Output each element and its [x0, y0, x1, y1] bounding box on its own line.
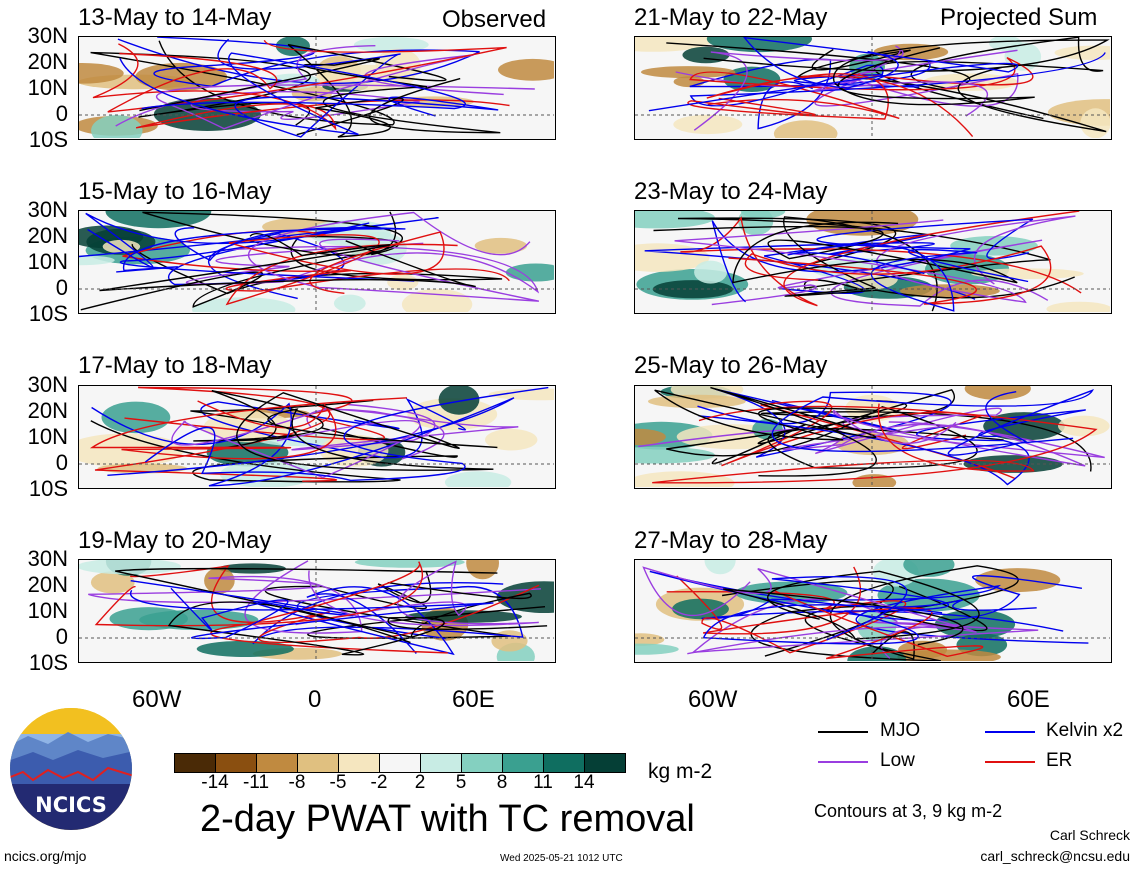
lat-label: 0	[55, 101, 68, 126]
lat-label: 30N	[27, 546, 68, 571]
panel-title: 27-May to 28-May	[634, 527, 828, 554]
colorbar-box	[338, 753, 380, 773]
panel-title: 15-May to 16-May	[78, 178, 272, 205]
legend-label-low: Low	[880, 750, 915, 771]
map-panel	[634, 210, 1112, 314]
lat-label: 20N	[27, 398, 68, 423]
lat-label: 30N	[27, 372, 68, 397]
lat-label: 10N	[27, 598, 68, 623]
lon-label-60e-left: 60E	[452, 686, 495, 713]
legend-label-er: ER	[1046, 750, 1073, 771]
colorbar-box	[215, 753, 257, 773]
logo-text: NCICS	[35, 793, 107, 817]
map-panel	[78, 559, 556, 663]
map-panel	[78, 36, 556, 140]
panel-tag: Projected Sum	[940, 4, 1098, 31]
map-field	[79, 386, 554, 487]
colorbar-label: 2	[414, 772, 426, 793]
ncics-logo: NCICS	[8, 706, 134, 832]
legend-swatch-low	[818, 761, 868, 763]
lat-label: 10S	[28, 127, 68, 152]
lat-label: 10N	[27, 249, 68, 274]
legend-swatch-mjo	[818, 731, 868, 733]
legend-swatch-er	[985, 761, 1035, 763]
colorbar-label: -11	[242, 772, 270, 793]
colorbar-label: -14	[201, 772, 229, 793]
panel-title: 21-May to 22-May	[634, 4, 828, 31]
panel-title: 25-May to 26-May	[634, 352, 828, 379]
lat-label: 10S	[28, 650, 68, 675]
map-panel	[634, 559, 1112, 663]
colorbar-box	[297, 753, 339, 773]
footer-url[interactable]: ncics.org/mjo	[4, 848, 87, 864]
map-field	[635, 560, 1110, 661]
colorbar-box	[543, 753, 585, 773]
colorbar-label: 14	[573, 772, 595, 793]
colorbar-box	[584, 753, 626, 773]
map-panel	[634, 36, 1112, 140]
lat-label: 10N	[27, 75, 68, 100]
colorbar-box	[256, 753, 298, 773]
legend-swatch-kelvin	[985, 731, 1035, 733]
lon-label-60e-right: 60E	[1007, 686, 1050, 713]
lon-label-0-right: 0	[864, 686, 878, 713]
colorbar-label: -2	[370, 772, 388, 793]
colorbar-label: 5	[455, 772, 467, 793]
lon-label-60w-right: 60W	[688, 686, 738, 713]
colorbar-label: 8	[496, 772, 508, 793]
colorbar-box	[379, 753, 421, 773]
map-panel	[78, 385, 556, 489]
panel-title: 19-May to 20-May	[78, 527, 272, 554]
lat-label: 0	[55, 450, 68, 475]
lat-label: 0	[55, 275, 68, 300]
map-field	[635, 386, 1110, 487]
map-panel	[78, 210, 556, 314]
panel-title: 17-May to 18-May	[78, 352, 272, 379]
map-panel	[634, 385, 1112, 489]
colorbar-box	[502, 753, 544, 773]
main-title: 2-day PWAT with TC removal	[200, 798, 695, 840]
lon-label-0-left: 0	[308, 686, 322, 713]
colorbar-box	[420, 753, 462, 773]
lat-label: 10S	[28, 301, 68, 326]
lat-label: 10S	[28, 476, 68, 501]
lat-label: 20N	[27, 49, 68, 74]
legend-label-kelvin: Kelvin x2	[1046, 720, 1124, 741]
lat-label: 10N	[27, 424, 68, 449]
lat-label: 0	[55, 624, 68, 649]
map-field	[635, 211, 1110, 312]
panel-title: 23-May to 24-May	[634, 178, 828, 205]
footer-timestamp: Wed 2025-05-21 1012 UTC	[500, 853, 623, 864]
colorbar-box	[174, 753, 216, 773]
colorbar-units: kg m-2	[648, 760, 713, 783]
contours-note: Contours at 3, 9 kg m-2	[814, 801, 1003, 821]
panel-tag: Observed	[442, 6, 547, 33]
legend-label-mjo: MJO	[880, 720, 921, 741]
logo-image: NCICS	[10, 708, 132, 830]
panel-title: 13-May to 14-May	[78, 4, 272, 31]
map-field	[635, 37, 1110, 138]
colorbar-label: 11	[533, 772, 553, 793]
footer-author: Carl Schreck	[1049, 827, 1130, 843]
colorbar-label: -5	[329, 772, 347, 793]
colorbar-box	[461, 753, 503, 773]
lat-label: 20N	[27, 572, 68, 597]
lat-label: 30N	[27, 197, 68, 222]
map-field	[79, 37, 554, 138]
footer-email[interactable]: carl_schreck@ncsu.edu	[980, 848, 1130, 864]
map-field	[79, 211, 554, 312]
map-field	[79, 560, 554, 661]
colorbar-label: -8	[288, 772, 306, 793]
lat-label: 20N	[27, 223, 68, 248]
lat-label: 30N	[27, 23, 68, 48]
lon-label-60w-left: 60W	[132, 686, 182, 713]
